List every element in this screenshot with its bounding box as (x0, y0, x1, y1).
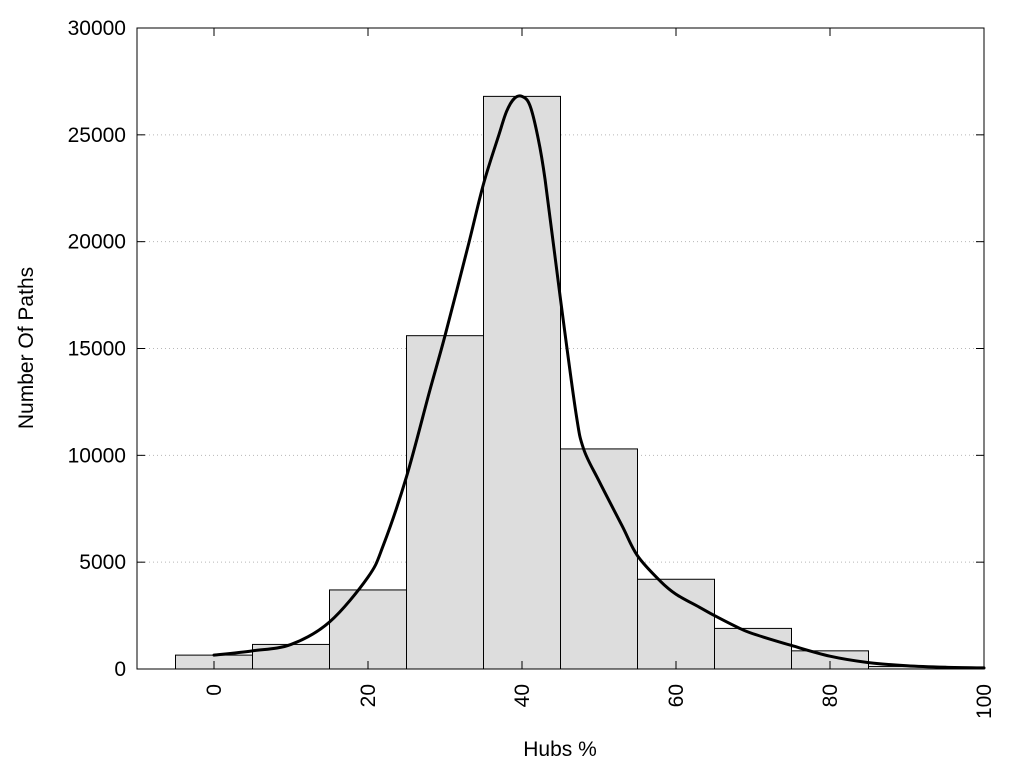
x-tick-label: 60 (665, 684, 688, 707)
histogram-bars (175, 95, 946, 670)
y-tick-label: 25000 (68, 124, 126, 147)
x-axis: 0 20 40 60 80 100 (203, 28, 996, 719)
density-curve-layer (212, 94, 986, 670)
histogram-bar (560, 448, 638, 670)
y-tick-label: 15000 (68, 338, 126, 361)
y-tick-label: 5000 (79, 551, 126, 574)
density-curve (212, 94, 986, 670)
y-tick-label: 0 (114, 658, 126, 681)
x-tick-label: 40 (511, 684, 534, 707)
histogram-bar (483, 95, 561, 670)
y-tick-label: 30000 (68, 17, 126, 40)
histogram-bar (406, 335, 484, 670)
x-tick-label: 80 (819, 684, 842, 707)
x-tick-label: 20 (357, 684, 380, 707)
x-tick-label: 100 (973, 684, 996, 719)
y-tick-label: 10000 (68, 444, 126, 467)
x-tick-label: 0 (203, 684, 226, 696)
y-tick-label: 20000 (68, 231, 126, 254)
histogram-bar (329, 589, 407, 670)
y-axis: 0 5000 10000 15000 20000 25000 30000 (68, 17, 984, 681)
x-axis-title: Hubs % (523, 738, 597, 761)
y-axis-title: Number Of Paths (15, 267, 38, 429)
